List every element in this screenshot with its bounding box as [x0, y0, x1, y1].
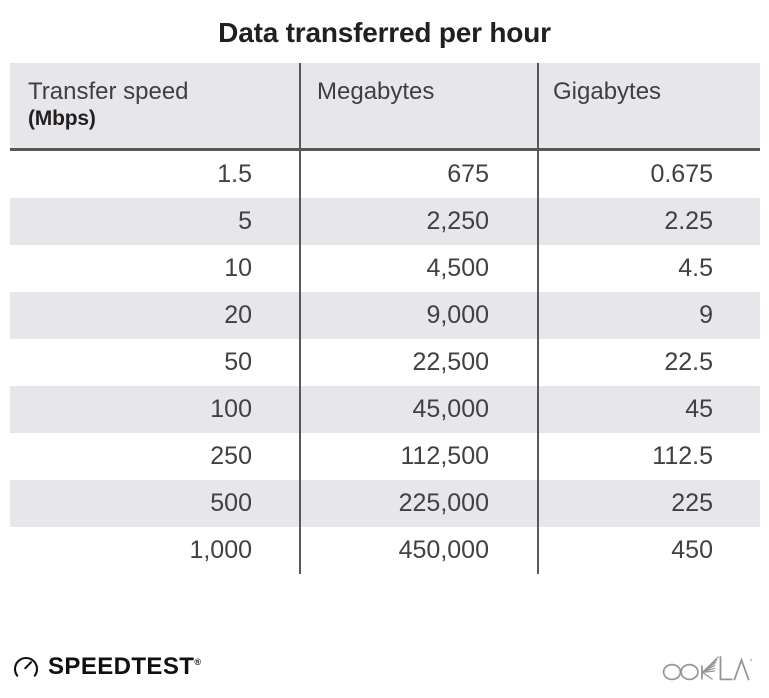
- table-row: 250 112,500 112.5: [10, 432, 760, 480]
- page-title: Data transferred per hour: [218, 17, 551, 48]
- table-row: 500 225,000 225: [10, 479, 760, 527]
- column-header-transfer-speed: Transfer speed (Mbps): [10, 63, 300, 151]
- cell-transfer-speed: 20: [10, 291, 300, 339]
- speedtest-brand-text: SPEEDTEST: [48, 653, 195, 680]
- cell-transfer-speed: 50: [10, 338, 300, 386]
- table-header-row: Transfer speed (Mbps) Megabytes Gigabyte…: [10, 63, 760, 151]
- speedometer-gauge-icon: [13, 654, 39, 680]
- cell-transfer-speed: 1,000: [10, 526, 300, 574]
- column-header-label: Transfer speed: [28, 78, 189, 105]
- column-header-label: Megabytes: [317, 78, 435, 105]
- cell-gigabytes: 0.675: [537, 149, 760, 198]
- cell-megabytes: 225,000: [299, 479, 538, 527]
- cell-megabytes: 4,500: [299, 244, 538, 292]
- table-body: 1.5 675 0.675 5 2,250 2.25 10 4,500 4.5 …: [10, 149, 760, 574]
- cell-gigabytes: 9: [537, 291, 760, 339]
- table-header: Transfer speed (Mbps) Megabytes Gigabyte…: [10, 63, 760, 151]
- table-row: 100 45,000 45: [10, 385, 760, 433]
- cell-gigabytes: 112.5: [537, 432, 760, 480]
- table-row: 5 2,250 2.25: [10, 197, 760, 245]
- footer: SPEEDTEST®: [0, 640, 769, 698]
- cell-transfer-speed: 10: [10, 244, 300, 292]
- data-table: Transfer speed (Mbps) Megabytes Gigabyte…: [10, 63, 760, 574]
- column-header-gigabytes: Gigabytes: [537, 63, 760, 151]
- cell-gigabytes: 450: [537, 526, 760, 574]
- cell-megabytes: 112,500: [299, 432, 538, 480]
- cell-gigabytes: 45: [537, 385, 760, 433]
- cell-gigabytes: 2.25: [537, 197, 760, 245]
- table-row: 50 22,500 22.5: [10, 338, 760, 386]
- cell-megabytes: 675: [299, 149, 538, 198]
- cell-megabytes: 2,250: [299, 197, 538, 245]
- trademark-symbol: ®: [194, 657, 201, 667]
- cell-gigabytes: 225: [537, 479, 760, 527]
- speedtest-logo: SPEEDTEST®: [13, 654, 201, 680]
- ookla-logo-icon: [661, 655, 753, 683]
- cell-gigabytes: 4.5: [537, 244, 760, 292]
- column-header-unit: (Mbps): [28, 107, 96, 131]
- table-row: 10 4,500 4.5: [10, 244, 760, 292]
- cell-megabytes: 22,500: [299, 338, 538, 386]
- data-table-container: Transfer speed (Mbps) Megabytes Gigabyte…: [10, 63, 760, 574]
- cell-transfer-speed: 100: [10, 385, 300, 433]
- speedtest-wordmark: SPEEDTEST®: [48, 655, 201, 679]
- cell-megabytes: 45,000: [299, 385, 538, 433]
- table-row: 1,000 450,000 450: [10, 526, 760, 574]
- cell-transfer-speed: 5: [10, 197, 300, 245]
- column-header-label: Gigabytes: [553, 78, 662, 105]
- cell-gigabytes: 22.5: [537, 338, 760, 386]
- cell-transfer-speed: 1.5: [10, 149, 300, 198]
- cell-megabytes: 450,000: [299, 526, 538, 574]
- column-header-megabytes: Megabytes: [299, 63, 538, 151]
- table-row: 1.5 675 0.675: [10, 149, 760, 198]
- cell-transfer-speed: 250: [10, 432, 300, 480]
- cell-megabytes: 9,000: [299, 291, 538, 339]
- cell-transfer-speed: 500: [10, 479, 300, 527]
- table-row: 20 9,000 9: [10, 291, 760, 339]
